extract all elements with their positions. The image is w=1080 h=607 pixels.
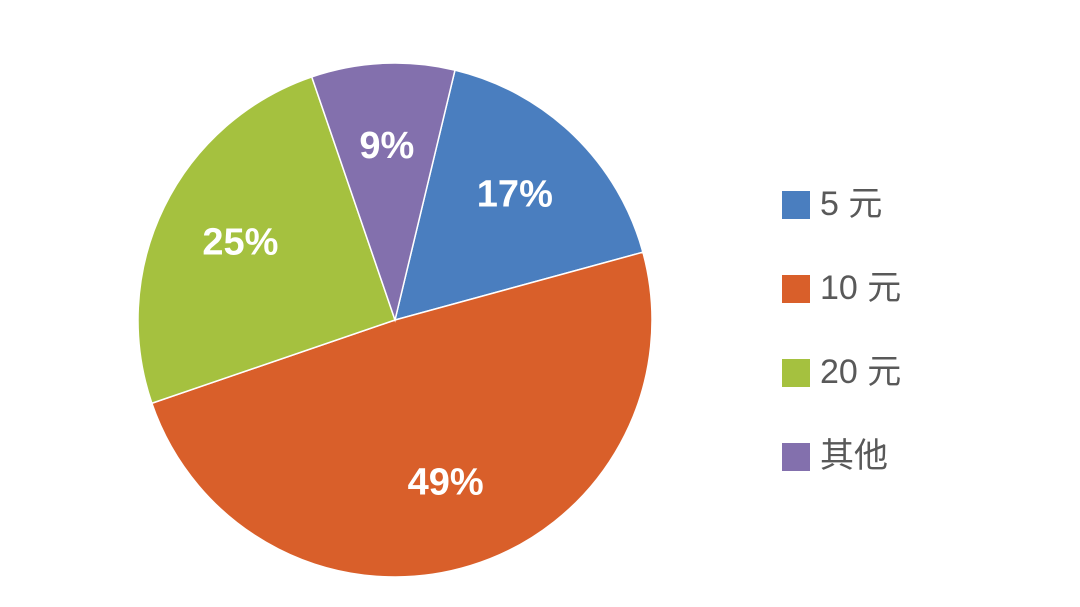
pie-slice [150,251,653,578]
legend-swatch [782,275,810,303]
legend-label: 20 元 [820,353,901,391]
data-label: 49% [408,462,484,504]
pie-slice [393,69,644,322]
legend-swatch [782,359,810,387]
data-label: 25% [202,221,278,263]
legend-label: 10 元 [820,269,901,307]
data-label: 17% [477,173,553,215]
legend-label: 5 元 [820,185,882,223]
pie-slice [310,62,456,323]
legend-label: 其他 [820,437,888,475]
pie-slice [137,75,396,405]
data-label: 9% [359,125,414,167]
legend-swatch [782,191,810,219]
legend-swatch [782,443,810,471]
